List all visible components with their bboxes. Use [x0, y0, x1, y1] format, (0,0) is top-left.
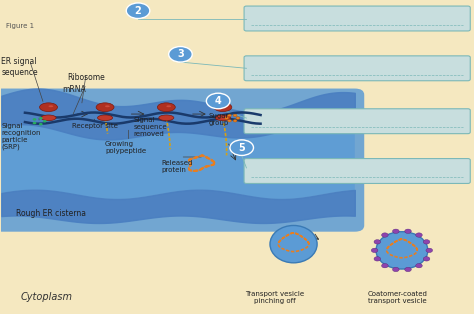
- Ellipse shape: [41, 115, 56, 121]
- Circle shape: [423, 257, 430, 261]
- Circle shape: [416, 263, 422, 268]
- FancyBboxPatch shape: [244, 6, 470, 31]
- Circle shape: [33, 118, 36, 121]
- Circle shape: [228, 114, 231, 116]
- Text: Signal
recognition
particle
(SRP): Signal recognition particle (SRP): [1, 123, 41, 150]
- Text: ER signal
sequence: ER signal sequence: [1, 57, 38, 77]
- Ellipse shape: [223, 105, 228, 107]
- Ellipse shape: [157, 103, 175, 111]
- Circle shape: [374, 257, 381, 261]
- Circle shape: [39, 123, 43, 125]
- Circle shape: [126, 3, 150, 19]
- Text: Signal
sequence
removed: Signal sequence removed: [133, 116, 167, 137]
- Text: Ribosome: Ribosome: [67, 73, 105, 82]
- Circle shape: [228, 120, 231, 122]
- Ellipse shape: [215, 115, 230, 121]
- Text: Receptor site: Receptor site: [72, 123, 118, 129]
- Ellipse shape: [98, 115, 113, 121]
- Circle shape: [230, 140, 254, 155]
- Ellipse shape: [166, 105, 171, 107]
- Text: Rough ER cisterna: Rough ER cisterna: [16, 209, 85, 218]
- Circle shape: [416, 233, 422, 237]
- Ellipse shape: [48, 105, 53, 107]
- FancyBboxPatch shape: [244, 109, 470, 134]
- Circle shape: [39, 117, 43, 120]
- Circle shape: [382, 263, 388, 268]
- Circle shape: [392, 229, 399, 233]
- Text: 3: 3: [177, 49, 184, 59]
- Text: mRNA: mRNA: [63, 85, 86, 95]
- FancyBboxPatch shape: [244, 56, 470, 81]
- Circle shape: [405, 229, 411, 233]
- Text: Coatomer-coated
transport vesicle: Coatomer-coated transport vesicle: [367, 291, 427, 304]
- Circle shape: [225, 117, 228, 119]
- Text: Sugar
group: Sugar group: [209, 113, 229, 127]
- Text: 4: 4: [215, 96, 221, 106]
- Circle shape: [423, 240, 430, 244]
- Text: Cytoplasm: Cytoplasm: [20, 292, 72, 302]
- Text: 2: 2: [135, 6, 141, 16]
- Circle shape: [233, 120, 237, 122]
- Text: Growing
polypeptide: Growing polypeptide: [105, 141, 146, 154]
- Ellipse shape: [96, 103, 114, 111]
- Circle shape: [374, 240, 381, 244]
- Ellipse shape: [159, 115, 174, 121]
- Circle shape: [206, 93, 230, 109]
- Circle shape: [405, 267, 411, 272]
- Ellipse shape: [376, 232, 428, 269]
- Ellipse shape: [270, 225, 317, 263]
- Circle shape: [169, 46, 192, 62]
- Text: Figure 1: Figure 1: [6, 23, 34, 29]
- Circle shape: [33, 122, 36, 124]
- Circle shape: [426, 248, 433, 252]
- Ellipse shape: [105, 105, 110, 107]
- Circle shape: [382, 233, 388, 237]
- Circle shape: [43, 120, 46, 122]
- Circle shape: [233, 114, 237, 116]
- Text: 5: 5: [238, 143, 245, 153]
- Text: Transport vesicle
pinching off: Transport vesicle pinching off: [245, 291, 304, 304]
- FancyBboxPatch shape: [244, 159, 470, 183]
- Text: Released
protein: Released protein: [162, 160, 193, 173]
- Ellipse shape: [39, 103, 57, 111]
- Circle shape: [371, 248, 378, 252]
- FancyBboxPatch shape: [0, 89, 364, 232]
- PathPatch shape: [1, 123, 355, 199]
- Circle shape: [392, 267, 399, 272]
- Ellipse shape: [214, 103, 232, 111]
- Circle shape: [236, 117, 240, 119]
